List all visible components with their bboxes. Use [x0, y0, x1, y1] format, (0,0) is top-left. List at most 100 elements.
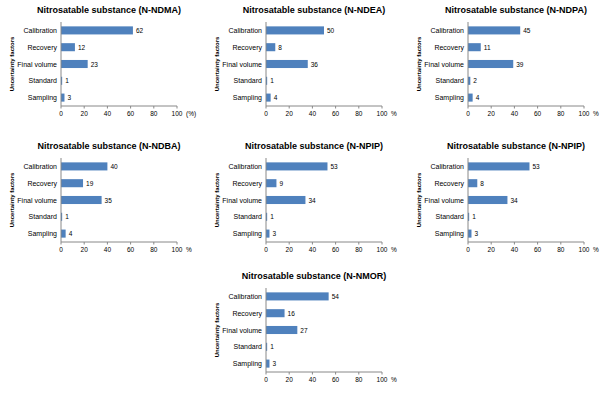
x-tick-label: 40: [511, 246, 519, 253]
x-tick-label: 100: [377, 110, 388, 117]
x-tick-label: 60: [127, 246, 135, 253]
bar: [61, 179, 83, 187]
x-tick: [266, 242, 267, 245]
data-label: 3: [272, 360, 276, 367]
category-label: Sampling: [28, 94, 57, 102]
bar: [61, 43, 75, 51]
category-label: Calibration: [431, 27, 465, 34]
category-label: Calibration: [229, 27, 263, 34]
chart-title: Nitrosatable substance (N-NDEA): [243, 5, 386, 15]
x-tick: [491, 242, 492, 245]
x-tick: [358, 106, 359, 109]
bar: [468, 196, 507, 204]
x-tick: [335, 106, 336, 109]
data-label: 50: [327, 27, 335, 34]
x-tick: [312, 242, 313, 245]
bar: [468, 94, 473, 102]
category-label: Final volume: [17, 61, 57, 68]
x-tick: [560, 242, 561, 245]
x-tick-label: 20: [286, 110, 294, 117]
x-tick-label: 0: [59, 246, 63, 253]
x-axis-label: (%): [186, 110, 196, 118]
bars: [266, 162, 327, 237]
y-axis-label: Uncertainty factors: [416, 172, 422, 227]
category-label: Sampling: [435, 230, 464, 238]
data-label: 12: [78, 44, 86, 51]
x-tick-label: 40: [309, 110, 317, 117]
category-label: Recovery: [232, 180, 262, 188]
x-tick-label: 40: [104, 110, 112, 117]
bar: [266, 26, 324, 34]
bar: [266, 230, 269, 238]
x-tick-label: 0: [264, 376, 268, 383]
x-axis-line: [266, 372, 382, 373]
data-label: 54: [332, 293, 340, 300]
x-tick-label: 0: [466, 246, 470, 253]
x-tick-label: 80: [557, 110, 565, 117]
data-label: 34: [510, 197, 518, 204]
chart-panel: Nitrosatable substance (N-NPIP)Uncertain…: [416, 141, 599, 253]
figure: Nitrosatable substance (N-NDMA)Uncertain…: [0, 0, 610, 394]
x-tick: [266, 106, 267, 109]
chart-panel: Nitrosatable substance (N-NDEA) Uncertain…: [214, 5, 397, 117]
bar: [266, 309, 285, 317]
x-tick-label: 60: [534, 246, 542, 253]
x-tick: [130, 242, 131, 245]
x-tick: [61, 106, 62, 109]
bars: [468, 26, 520, 101]
category-label: Calibration: [24, 27, 58, 34]
category-label: Standard: [29, 213, 58, 220]
bar: [468, 60, 513, 68]
x-tick-label: 20: [488, 246, 496, 253]
x-axis-line: [468, 106, 584, 107]
category-label: Standard: [436, 77, 465, 84]
x-tick: [514, 106, 515, 109]
x-tick-label: 60: [127, 110, 135, 117]
bar: [61, 196, 102, 204]
data-label: 1: [65, 213, 69, 220]
category-label: Final volume: [424, 197, 464, 204]
x-tick-label: 80: [355, 376, 363, 383]
y-axis-label: Uncertainty factors: [416, 36, 422, 91]
category-label: Sampling: [233, 230, 262, 238]
y-axis-label: Uncertainty factors: [214, 172, 220, 227]
x-tick-label: 80: [355, 246, 363, 253]
x-tick: [84, 106, 85, 109]
x-tick: [84, 242, 85, 245]
x-tick-label: 40: [511, 110, 519, 117]
category-label: Recovery: [434, 180, 464, 188]
x-tick: [107, 106, 108, 109]
x-tick-label: 60: [332, 110, 340, 117]
category-label: Calibration: [431, 163, 465, 170]
data-label: 4: [476, 94, 480, 101]
x-tick: [537, 242, 538, 245]
category-label: Sampling: [233, 94, 262, 102]
y-axis-label: Uncertainty factors: [214, 36, 220, 91]
category-label: Sampling: [233, 360, 262, 368]
bar: [468, 179, 477, 187]
category-label: Calibration: [229, 293, 263, 300]
data-label: 1: [472, 213, 476, 220]
x-tick: [289, 242, 290, 245]
chart-panel: Nitrosatable substance (N-NDPA)Uncertain…: [416, 5, 599, 117]
data-label: 2: [473, 77, 477, 84]
x-tick-label: 20: [81, 246, 89, 253]
x-tick: [468, 106, 469, 109]
bar: [266, 94, 271, 102]
category-label: Final volume: [222, 61, 262, 68]
x-tick-label: 100: [172, 110, 183, 117]
category-label: Final volume: [222, 197, 262, 204]
data-label: 3: [474, 230, 478, 237]
chart-title: Nitrosatable substance (N-NPIP): [245, 141, 383, 151]
x-tick: [153, 242, 154, 245]
bar: [266, 60, 308, 68]
data-label: 4: [274, 94, 278, 101]
x-tick: [312, 372, 313, 375]
x-tick-label: 100: [377, 376, 388, 383]
category-label: Final volume: [424, 61, 464, 68]
x-axis-label: %: [391, 376, 397, 383]
bars: [266, 292, 329, 367]
y-axis-line: [468, 158, 469, 242]
data-label: 34: [308, 197, 316, 204]
x-tick-label: 20: [81, 110, 89, 117]
